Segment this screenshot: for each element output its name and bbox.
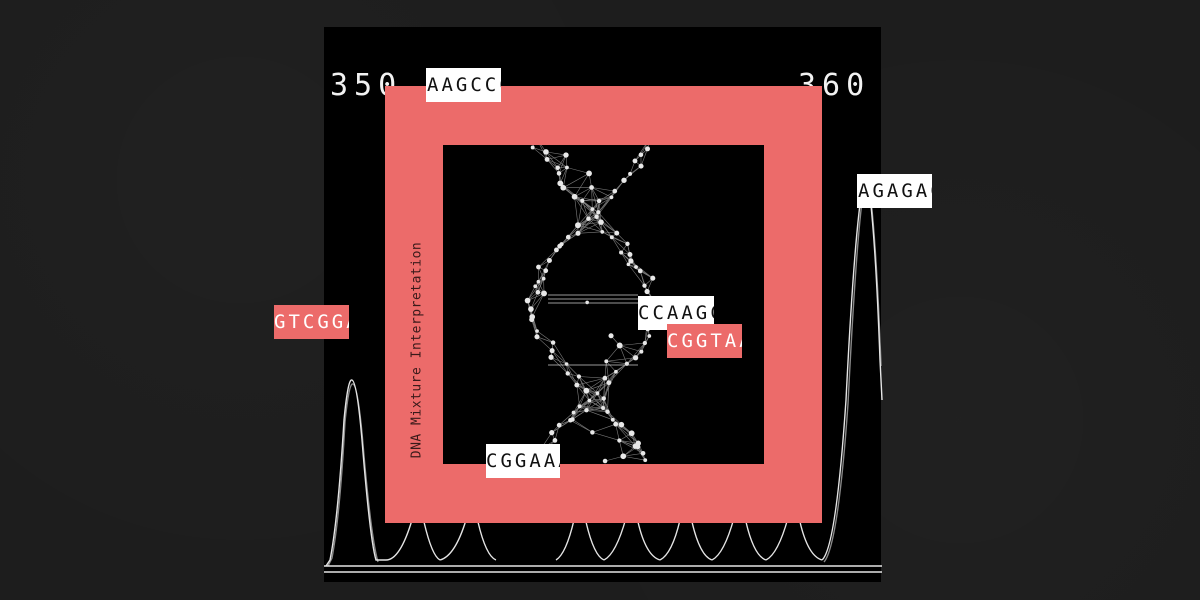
sequence-tag-center-2: CGGTAA <box>667 324 742 358</box>
dna-helix-network-icon <box>524 145 662 464</box>
dna-helix-window <box>443 145 764 464</box>
vertical-title: DNA Mixture Interpretation <box>409 241 425 459</box>
sequence-tag-bottom: CGGAAA <box>486 444 560 478</box>
sequence-tag-right: AGAGAC <box>857 174 932 208</box>
sequence-tag-left: GTCGGA <box>274 305 349 339</box>
sequence-tag-top: AAGCCC <box>426 68 501 102</box>
